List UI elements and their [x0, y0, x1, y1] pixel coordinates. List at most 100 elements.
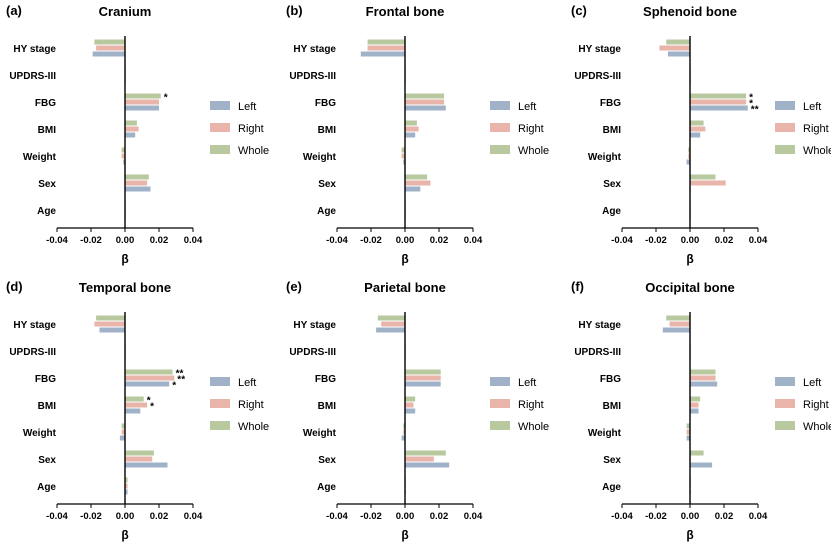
- x-axis-label: β: [401, 528, 408, 542]
- bar-whole: [690, 450, 704, 456]
- bar-left: [125, 462, 168, 468]
- panel-f: (f) Occipital bone HY stage UPDRS-III FBG BMI…: [571, 279, 831, 542]
- panel-d: (d) Temporal bone HY stage UPDRS-III FBG BMI W…: [6, 279, 269, 542]
- panel-label: (c): [571, 3, 587, 18]
- legend-swatch-right: [775, 123, 795, 132]
- bar-right: [125, 126, 139, 132]
- bar-whole: [125, 93, 161, 99]
- bar-right: [125, 99, 159, 105]
- bar-left: [405, 408, 416, 414]
- category-label: Age: [317, 206, 336, 217]
- x-tick-label: 0.00: [116, 511, 135, 522]
- bar-right: [125, 456, 153, 462]
- legend-label-whole: Whole: [518, 421, 549, 433]
- legend-swatch-left: [775, 377, 795, 386]
- panel-title: Cranium: [99, 4, 152, 19]
- category-label: HY stage: [13, 320, 56, 331]
- bar-right: [669, 321, 690, 327]
- category-label: Age: [602, 482, 621, 493]
- bar-left: [405, 105, 446, 111]
- bar-right: [125, 375, 175, 381]
- bar-left: [405, 381, 441, 387]
- bar-left: [690, 408, 699, 414]
- panel-title: Parietal bone: [364, 280, 446, 295]
- x-tick-label: 0.02: [150, 511, 169, 522]
- bar-left: [125, 105, 159, 111]
- bar-whole: [666, 315, 690, 321]
- significance-marker: **: [751, 105, 759, 116]
- bar-left: [686, 159, 690, 165]
- bar-right: [401, 153, 405, 159]
- bar-left: [376, 327, 405, 333]
- panel-label: (f): [571, 279, 584, 294]
- category-label: UPDRS-III: [574, 347, 621, 358]
- bar-left: [662, 327, 690, 333]
- legend-swatch-left: [210, 101, 230, 110]
- x-tick-label: 0.00: [116, 235, 135, 246]
- bar-right: [125, 402, 148, 408]
- x-tick-label: 0.02: [150, 235, 169, 246]
- legend-swatch-right: [775, 399, 795, 408]
- significance-marker: *: [172, 381, 176, 392]
- category-label: BMI: [318, 125, 337, 136]
- category-label: Age: [37, 482, 56, 493]
- significance-marker: *: [749, 93, 753, 104]
- bar-whole: [125, 477, 128, 483]
- bar-whole: [690, 174, 716, 180]
- bar-whole: [405, 93, 445, 99]
- category-label: FBG: [35, 98, 56, 109]
- x-tick-label: 0.02: [430, 235, 449, 246]
- bar-left: [667, 51, 690, 57]
- bar-right: [688, 153, 690, 159]
- x-tick-label: 0.04: [464, 235, 483, 246]
- bar-left: [125, 132, 136, 138]
- bar-whole: [688, 147, 690, 153]
- x-tick-label: 0.02: [715, 235, 734, 246]
- bar-left: [125, 408, 141, 414]
- x-tick-label: -0.02: [80, 511, 102, 522]
- bar-whole: [125, 369, 173, 375]
- significance-marker: *: [749, 99, 753, 110]
- legend-label-whole: Whole: [238, 421, 269, 433]
- x-tick-label: 0.04: [184, 235, 203, 246]
- category-label: BMI: [38, 125, 57, 136]
- bar-left: [125, 489, 128, 495]
- bar-left: [405, 186, 421, 192]
- category-label: HY stage: [293, 44, 336, 55]
- bar-left: [119, 435, 125, 441]
- significance-marker: **: [176, 369, 184, 380]
- x-tick-label: -0.02: [645, 511, 667, 522]
- bar-right: [690, 99, 747, 105]
- bar-whole: [405, 120, 417, 126]
- legend-swatch-whole: [775, 421, 795, 430]
- bar-left: [99, 327, 125, 333]
- x-tick-label: -0.02: [360, 235, 382, 246]
- significance-marker: *: [147, 396, 151, 407]
- bar-whole: [125, 174, 149, 180]
- x-axis-label: β: [401, 252, 408, 266]
- category-label: UPDRS-III: [289, 71, 336, 82]
- panel-c: (c) Sphenoid bone HY stage UPDRS-III FBG BMI W…: [571, 3, 831, 266]
- x-tick-label: -0.04: [46, 511, 68, 522]
- category-label: HY stage: [578, 44, 621, 55]
- category-label: Sex: [318, 455, 336, 466]
- x-tick-label: -0.02: [360, 511, 382, 522]
- category-label: Weight: [23, 152, 57, 163]
- x-tick-label: 0.02: [430, 511, 449, 522]
- panel-title: Occipital bone: [645, 280, 735, 295]
- bar-whole: [121, 147, 125, 153]
- bar-right: [686, 429, 690, 435]
- bar-left: [125, 381, 170, 387]
- panel-e: (e) Parietal bone HY stage UPDRS-III FBG BMI W…: [286, 279, 549, 542]
- x-tick-label: -0.04: [326, 511, 348, 522]
- panel-title: Temporal bone: [79, 280, 171, 295]
- x-axis-label: β: [121, 528, 128, 542]
- x-tick-label: 0.02: [715, 511, 734, 522]
- legend-swatch-whole: [775, 145, 795, 154]
- legend-label-right: Right: [238, 399, 264, 411]
- bar-right: [403, 429, 405, 435]
- bar-right: [94, 321, 125, 327]
- legend-swatch-right: [210, 123, 230, 132]
- category-label: Sex: [318, 179, 336, 190]
- bar-right: [121, 429, 125, 435]
